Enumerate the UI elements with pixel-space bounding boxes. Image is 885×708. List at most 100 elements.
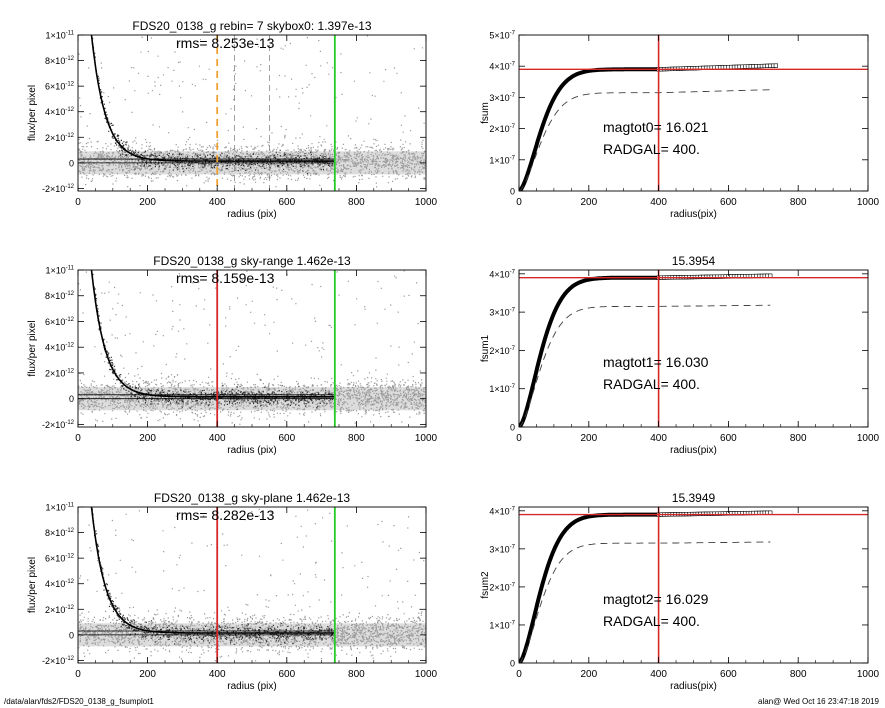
chart-title: FDS20_0138_g sky-plane 1.462e-13 (154, 491, 350, 505)
y-tick-label: 3×10-7 (489, 544, 515, 554)
growth-marker (773, 63, 778, 68)
chart-panel-row2-left: 0 200 400 600 800 1000 1×10-11 8×10-12 6×10-12 4×… (27, 254, 438, 456)
y-tick-label: 2×10-7 (489, 124, 515, 134)
plot-area (78, 270, 426, 427)
x-tick-label: 0 (516, 197, 522, 208)
x-tick-label: 0 (516, 433, 522, 444)
y-tick-label: 3×10-7 (489, 308, 515, 318)
chart-panel-row1-left: 0 200 400 600 800 1000 1×10-11 8×10-12 6×10-12 4×… (27, 19, 438, 220)
y-tick-label: 2×10-12 (45, 368, 75, 378)
scatter-points (78, 270, 426, 427)
x-tick-label: 400 (209, 669, 226, 680)
y-tick-label: 5×10-7 (489, 31, 515, 41)
profile-curve (90, 35, 336, 162)
y-tick-label: 4×10-7 (489, 62, 515, 72)
dashed-growth-curve (519, 304, 771, 427)
x-tick-label: 400 (650, 433, 667, 444)
y-tick-label: 0 (69, 630, 74, 640)
magnitude-annotation: RADGAL= 400. (603, 141, 700, 157)
x-tick-label: 800 (790, 197, 807, 208)
y-tick-label: 4×10-7 (489, 506, 515, 516)
dashed-growth-curve (519, 541, 771, 663)
x-axis-label: radius (pix) (227, 681, 276, 692)
y-tick-label: 8×10-12 (45, 528, 75, 538)
y-tick-label: 1×10-11 (45, 31, 74, 41)
x-tick-label: 600 (278, 433, 295, 444)
y-axis-label: flux/per pixel (27, 557, 38, 613)
x-tick-label: 200 (139, 669, 156, 680)
x-tick-label: 1000 (415, 433, 438, 444)
plot-area (519, 507, 868, 663)
y-tick-label: -2×10-12 (42, 420, 75, 430)
x-tick-label: 400 (650, 197, 667, 208)
footer-user-time: alan@ Wed Oct 16 23:47:18 2019 (758, 697, 879, 706)
x-tick-label: 600 (720, 669, 737, 680)
y-tick-label: 8×10-12 (45, 56, 75, 66)
y-axis-label: fsum (480, 102, 491, 124)
y-tick-label: 0 (510, 659, 515, 669)
y-tick-label: 4×10-7 (489, 269, 515, 279)
x-tick-label: 400 (650, 669, 667, 680)
x-tick-label: 200 (580, 669, 597, 680)
axes-frame (518, 269, 869, 428)
x-tick-label: 1000 (857, 433, 880, 444)
y-axis-label: fsum2 (480, 571, 491, 599)
growth-curve (519, 510, 771, 663)
x-tick-label: 400 (209, 433, 226, 444)
y-axis-label: flux/per pixel (27, 320, 38, 376)
plot-area (519, 270, 868, 427)
y-tick-label: 6×10-12 (45, 317, 75, 327)
footer-path: /data/alan/fds2/FDS20_0138_g_fsumplot1 (4, 697, 154, 706)
chart-panel-row2-right: 0 200 400 600 800 1000 4×10-7 3×10-7 2×10-7 1×10-… (480, 254, 880, 456)
x-axis-label: radius(pix) (670, 209, 717, 220)
y-tick-label: 2×10-12 (45, 605, 75, 615)
x-tick-label: 800 (348, 669, 365, 680)
x-tick-label: 200 (580, 433, 597, 444)
magnitude-annotation: RADGAL= 400. (603, 613, 700, 629)
profile-curve (90, 507, 336, 634)
y-tick-label: 2×10-7 (489, 582, 515, 592)
x-tick-label: 1000 (857, 197, 880, 208)
y-tick-label: 4×10-12 (45, 107, 75, 117)
scatter-points (78, 35, 426, 188)
axes-frame (518, 34, 869, 192)
y-tick-label: 0 (69, 158, 74, 168)
y-axis-label: flux/per pixel (27, 85, 38, 141)
chart-title: 15.3949 (672, 491, 716, 505)
x-tick-label: 600 (278, 669, 295, 680)
rms-annotation: rms= 8.159e-13 (176, 270, 275, 286)
chart-panel-row3-right: 0 200 400 600 800 1000 4×10-7 3×10-7 2×10-7 1×10-… (480, 491, 880, 692)
x-tick-label: 1000 (857, 669, 880, 680)
profile-curve (90, 270, 336, 398)
x-axis-label: radius (pix) (227, 445, 276, 456)
y-tick-label: 3×10-7 (489, 93, 515, 103)
rms-annotation: rms= 8.253e-13 (176, 35, 275, 51)
y-tick-label: 0 (69, 394, 74, 404)
growth-curve (519, 273, 771, 427)
chart-title: FDS20_0138_g rebin= 7 skybox0: 1.397e-13 (132, 19, 371, 33)
dashed-growth-curve (519, 89, 774, 191)
y-tick-label: -2×10-12 (42, 656, 75, 666)
chart-title: FDS20_0138_g sky-range 1.462e-13 (153, 254, 351, 268)
y-tick-label: 0 (510, 423, 515, 433)
y-tick-label: 2×10-7 (489, 346, 515, 356)
x-tick-label: 600 (720, 197, 737, 208)
y-tick-label: 1×10-11 (45, 266, 74, 276)
chart-panel-row3-left: 0 200 400 600 800 1000 1×10-11 8×10-12 6×10-12 4×… (27, 491, 438, 692)
magnitude-annotation: magtot1= 16.030 (603, 354, 709, 370)
x-tick-label: 1000 (415, 669, 438, 680)
chart-title: 15.3954 (672, 254, 716, 268)
x-tick-label: 0 (75, 197, 81, 208)
magnitude-annotation: RADGAL= 400. (603, 376, 700, 392)
rms-annotation: rms= 8.282e-13 (176, 507, 275, 523)
x-axis-label: radius(pix) (670, 445, 717, 456)
x-tick-label: 1000 (415, 197, 438, 208)
x-tick-label: 800 (790, 433, 807, 444)
x-tick-label: 400 (209, 197, 226, 208)
x-tick-label: 800 (790, 669, 807, 680)
x-tick-label: 800 (348, 433, 365, 444)
y-tick-label: 6×10-12 (45, 82, 75, 92)
x-axis-label: radius(pix) (670, 681, 717, 692)
magnitude-annotation: magtot0= 16.021 (603, 119, 709, 135)
y-tick-label: 6×10-12 (45, 554, 75, 564)
